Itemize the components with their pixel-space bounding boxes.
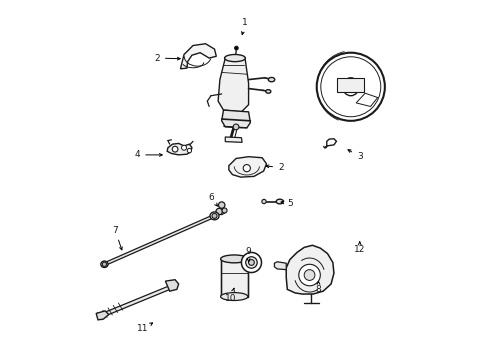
Text: 11: 11 <box>137 323 152 333</box>
Polygon shape <box>221 110 250 128</box>
Circle shape <box>102 262 107 266</box>
Text: 5: 5 <box>281 199 293 208</box>
Ellipse shape <box>266 90 271 93</box>
Polygon shape <box>219 208 225 215</box>
Polygon shape <box>180 44 216 69</box>
Polygon shape <box>96 311 109 320</box>
Circle shape <box>233 124 239 130</box>
Circle shape <box>245 257 257 268</box>
Text: 2: 2 <box>154 54 180 63</box>
Text: 8: 8 <box>316 282 321 294</box>
Circle shape <box>222 208 227 213</box>
Circle shape <box>248 260 254 265</box>
Ellipse shape <box>276 199 283 204</box>
Polygon shape <box>167 143 192 155</box>
Polygon shape <box>225 137 242 142</box>
Ellipse shape <box>343 78 359 96</box>
Ellipse shape <box>210 212 219 220</box>
Polygon shape <box>286 245 334 294</box>
Circle shape <box>187 148 192 153</box>
Circle shape <box>262 199 266 204</box>
Circle shape <box>172 146 178 152</box>
Polygon shape <box>274 262 286 270</box>
Ellipse shape <box>220 293 248 301</box>
Polygon shape <box>337 78 365 92</box>
Circle shape <box>243 165 250 172</box>
Circle shape <box>235 46 238 50</box>
Polygon shape <box>99 286 171 318</box>
Circle shape <box>304 270 315 280</box>
Text: 9: 9 <box>245 247 251 262</box>
Text: 10: 10 <box>225 288 236 303</box>
Text: 12: 12 <box>354 242 366 255</box>
Circle shape <box>181 145 187 150</box>
Text: 1: 1 <box>242 18 248 35</box>
Text: 4: 4 <box>135 150 162 159</box>
Text: 6: 6 <box>208 193 218 206</box>
Ellipse shape <box>269 77 275 82</box>
Text: 2: 2 <box>266 163 284 172</box>
Ellipse shape <box>220 255 248 263</box>
Ellipse shape <box>224 54 245 62</box>
Polygon shape <box>220 259 248 297</box>
Polygon shape <box>229 157 267 177</box>
Polygon shape <box>218 58 248 112</box>
Circle shape <box>242 252 262 273</box>
Polygon shape <box>356 93 378 107</box>
Circle shape <box>299 264 320 286</box>
Polygon shape <box>104 215 215 266</box>
Circle shape <box>216 208 222 215</box>
Ellipse shape <box>101 261 108 267</box>
Circle shape <box>219 202 225 208</box>
Polygon shape <box>166 280 179 291</box>
Text: 3: 3 <box>348 150 363 161</box>
Text: 7: 7 <box>112 226 122 250</box>
Circle shape <box>317 53 385 121</box>
Circle shape <box>212 213 217 219</box>
